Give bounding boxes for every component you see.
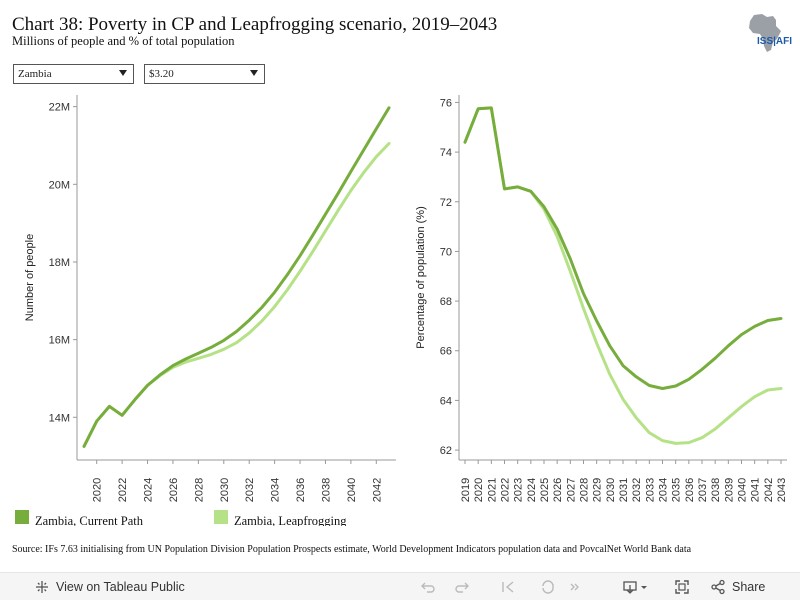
- right-x-tick-label: 2031: [618, 478, 630, 502]
- tableau-toolbar: View on Tableau Public Share: [0, 572, 800, 600]
- right-y-tick-label: 72: [440, 197, 452, 209]
- right-x-tick-label: 2037: [697, 478, 709, 502]
- country-dropdown[interactable]: Zambia: [13, 64, 134, 84]
- right-y-tick-label: 62: [440, 445, 452, 457]
- right-x-tick-label: 2024: [526, 478, 538, 502]
- left-x-tick-label: 2028: [193, 478, 205, 502]
- fullscreen-icon[interactable]: [674, 579, 690, 595]
- download-icon[interactable]: [622, 579, 638, 595]
- left-chart: 14M 16M 18M 20M 22M 2020 2022 2024 2026 2028 2030 2…: [24, 95, 396, 502]
- right-series-line-leapfrogging: [463, 106, 783, 445]
- right-x-tick-label: 2023: [513, 478, 525, 502]
- right-x-tick-label: 2032: [631, 478, 643, 502]
- download-chevron-icon[interactable]: [640, 579, 648, 595]
- redo-icon[interactable]: [454, 579, 470, 595]
- left-y-tick-label: 14M: [49, 412, 70, 424]
- legend-swatch-current-path: [15, 510, 29, 524]
- right-chart: 62 64 66 68 70 72 74 76 2019 2020 2021 2022 2023 2024…: [415, 95, 788, 502]
- right-y-tick-label: 74: [440, 147, 452, 159]
- left-y-tick-label: 22M: [49, 102, 70, 114]
- share-label: Share: [732, 580, 766, 594]
- view-on-tableau-link[interactable]: View on Tableau Public: [34, 579, 185, 595]
- right-y-axis-title: Percentage of population (%): [415, 206, 427, 348]
- right-y-tick-label: 70: [440, 246, 452, 258]
- source-note: Source: IFs 7.63 initialising from UN Po…: [12, 544, 692, 555]
- left-x-tick-label: 2032: [244, 478, 256, 502]
- view-on-tableau-label: View on Tableau Public: [56, 580, 185, 594]
- right-x-tick-label: 2041: [750, 478, 762, 502]
- chart-subtitle: Millions of people and % of total popula…: [12, 34, 235, 48]
- legend-label-leapfrogging: Zambia, Leapfrogging: [234, 514, 347, 526]
- left-y-tick-label: 20M: [49, 179, 70, 191]
- threshold-dropdown-value: $3.20: [149, 68, 174, 80]
- legend-item-leapfrogging[interactable]: Zambia, Leapfrogging: [214, 510, 346, 526]
- right-x-tick-label: 2021: [486, 478, 498, 502]
- right-y-tick-label: 66: [440, 346, 452, 358]
- left-x-tick-label: 2036: [295, 478, 307, 502]
- undo-icon[interactable]: [420, 579, 436, 595]
- right-x-tick-label: 2035: [671, 478, 683, 502]
- left-x-tick-label: 2042: [371, 478, 383, 502]
- right-x-tick-label: 2040: [737, 478, 749, 502]
- right-x-tick-label: 2026: [552, 478, 564, 502]
- africa-map-icon: [749, 14, 781, 52]
- chart-title: Chart 38: Poverty in CP and Leapfrogging…: [12, 14, 498, 35]
- left-series-line-current-path: [82, 106, 391, 448]
- refresh-icon[interactable]: [540, 579, 556, 595]
- right-series-line-current-path: [463, 106, 783, 390]
- threshold-dropdown[interactable]: $3.20: [144, 64, 265, 84]
- left-x-tick-label: 2020: [92, 478, 104, 502]
- tableau-logo-icon: [36, 581, 48, 593]
- right-x-tick-label: 2029: [592, 478, 604, 502]
- dropdown-arrow-icon: [250, 70, 258, 76]
- left-x-tick-label: 2024: [143, 478, 155, 502]
- right-x-tick-label: 2030: [605, 478, 617, 502]
- legend-swatch-leapfrogging: [214, 510, 228, 524]
- right-x-tick-label: 2028: [579, 478, 591, 502]
- legend-label-current-path: Zambia, Current Path: [35, 514, 143, 526]
- iss-africa-logo: ISS|AFI: [749, 14, 792, 52]
- revert-icon[interactable]: [500, 579, 516, 595]
- right-y-tick-label: 76: [440, 97, 452, 109]
- right-x-tick-label: 2025: [539, 478, 551, 502]
- logo-text: ISS|AFI: [757, 36, 792, 47]
- country-dropdown-value: Zambia: [18, 68, 52, 80]
- left-x-tick-label: 2026: [168, 478, 180, 502]
- left-y-tick-label: 18M: [49, 257, 70, 269]
- dropdown-arrow-icon: [119, 70, 127, 76]
- right-y-tick-label: 68: [440, 296, 452, 308]
- right-x-tick-label: 2033: [644, 478, 656, 502]
- right-x-tick-label: 2043: [776, 478, 788, 502]
- right-y-tick-label: 64: [440, 395, 452, 407]
- right-x-tick-label: 2019: [460, 478, 472, 502]
- share-icon: [711, 579, 725, 595]
- left-x-tick-label: 2040: [346, 478, 358, 502]
- pause-icon[interactable]: [566, 579, 582, 595]
- left-x-tick-label: 2022: [117, 478, 129, 502]
- right-x-tick-label: 2027: [565, 478, 577, 502]
- left-x-tick-label: 2030: [219, 478, 231, 502]
- left-x-tick-label: 2034: [270, 478, 282, 502]
- right-x-tick-label: 2036: [684, 478, 696, 502]
- right-x-tick-label: 2034: [658, 478, 670, 502]
- legend-item-current-path[interactable]: Zambia, Current Path: [15, 510, 143, 526]
- left-series-line-leapfrogging: [82, 142, 391, 448]
- right-x-tick-label: 2039: [723, 478, 735, 502]
- left-y-tick-label: 16M: [49, 335, 70, 347]
- left-x-tick-label: 2038: [320, 478, 332, 502]
- right-x-tick-label: 2020: [473, 478, 485, 502]
- left-y-axis-title: Number of people: [24, 234, 36, 321]
- right-x-tick-label: 2038: [710, 478, 722, 502]
- right-x-tick-label: 2022: [500, 478, 512, 502]
- right-x-tick-label: 2042: [763, 478, 775, 502]
- share-button[interactable]: Share: [710, 579, 765, 595]
